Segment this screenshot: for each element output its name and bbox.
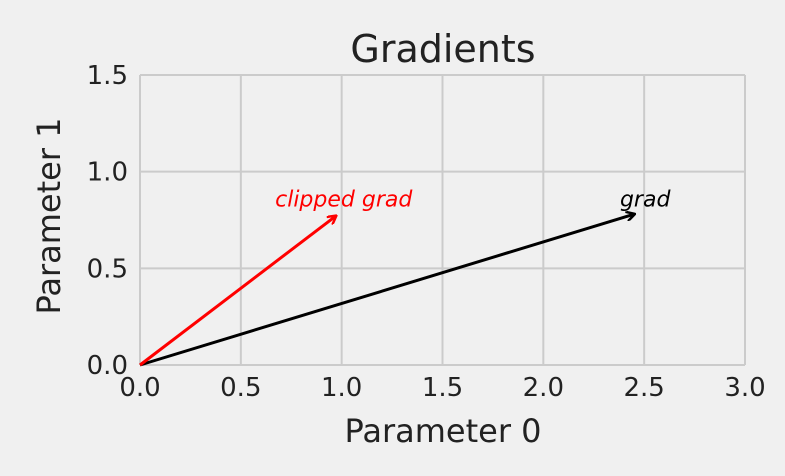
clipped-grad-label: clipped grad bbox=[275, 187, 413, 212]
x-axis-label: Parameter 0 bbox=[344, 412, 541, 450]
y-tick-label: 1.0 bbox=[87, 158, 128, 188]
x-tick-label: 3.0 bbox=[724, 373, 765, 403]
y-tick-label: 1.5 bbox=[87, 61, 128, 91]
x-tick-label: 2.0 bbox=[523, 373, 564, 403]
x-tick-label: 1.0 bbox=[321, 373, 362, 403]
x-tick-label: 1.5 bbox=[422, 373, 463, 403]
tick-labels: 0.0 0.5 1.0 1.5 2.0 2.5 3.0 0.0 0.5 1.0 1.5 bbox=[87, 61, 766, 403]
y-tick-label: 0.5 bbox=[87, 254, 128, 284]
y-tick-label: 0.0 bbox=[87, 351, 128, 381]
grid bbox=[139, 74, 746, 366]
x-tick-label: 0.5 bbox=[220, 373, 261, 403]
clipped-grad-arrow bbox=[139, 216, 336, 367]
grad-label: grad bbox=[620, 187, 671, 212]
y-axis-label: Parameter 1 bbox=[30, 117, 68, 314]
grad-arrow bbox=[139, 214, 634, 367]
x-tick-label: 2.5 bbox=[623, 373, 664, 403]
chart-title: Gradients bbox=[350, 27, 535, 71]
arrows: grad clipped grad bbox=[139, 187, 671, 367]
x-tick-label: 0.0 bbox=[119, 373, 160, 403]
